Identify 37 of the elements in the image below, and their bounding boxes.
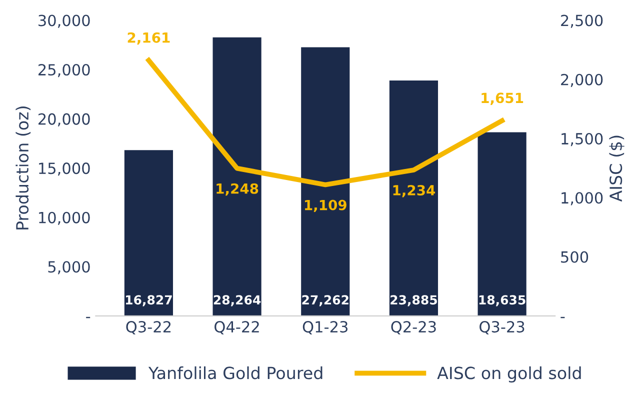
data-label: 1,651 — [482, 92, 524, 105]
y2-tick-label: 500 — [561, 251, 588, 263]
y-tick-label: - — [86, 316, 90, 318]
x-tick-label: Q3-22 — [126, 321, 171, 334]
data-label: 28,264 — [214, 295, 261, 306]
y-axis-title: Production (oz) — [16, 106, 31, 230]
data-label: 1,248 — [216, 183, 258, 196]
bar — [478, 132, 526, 316]
y2-tick-label: 1,000 — [562, 192, 603, 206]
y2-tick-label: 2,500 — [561, 14, 603, 28]
y-tick-label: 10,000 — [39, 212, 90, 225]
y2-tick-label: 2,000 — [561, 74, 603, 87]
data-label: 27,262 — [302, 295, 348, 306]
x-tick-label: Q1-23 — [302, 321, 348, 334]
bar — [389, 80, 438, 316]
bar — [124, 150, 173, 316]
legend-label: AISC on gold sold — [437, 366, 581, 383]
x-tick-label: Q4-22 — [214, 321, 259, 334]
y2-axis-title: AISC ($) — [609, 136, 624, 202]
y2-tick-label: - — [560, 316, 565, 318]
x-tick-label: Q2-23 — [391, 321, 436, 334]
data-label: 1,234 — [393, 184, 436, 198]
data-label: 23,885 — [390, 295, 437, 306]
y-tick-label: 5,000 — [48, 261, 90, 274]
data-label: 18,635 — [479, 295, 526, 306]
x-tick-label: Q3-23 — [480, 321, 524, 334]
y-tick-label: 30,000 — [38, 14, 90, 28]
data-label: 1,109 — [304, 200, 346, 212]
y2-tick-label: 1,500 — [562, 132, 603, 146]
legend-label: Yanfolila Gold Poured — [148, 366, 322, 380]
bar — [301, 47, 350, 316]
y-tick-label: 25,000 — [38, 64, 90, 78]
y-tick-label: 20,000 — [38, 113, 90, 126]
y-tick-label: 15,000 — [39, 162, 90, 176]
data-label: 16,827 — [126, 295, 172, 306]
data-label: 2,161 — [128, 32, 170, 45]
bar — [212, 37, 262, 316]
